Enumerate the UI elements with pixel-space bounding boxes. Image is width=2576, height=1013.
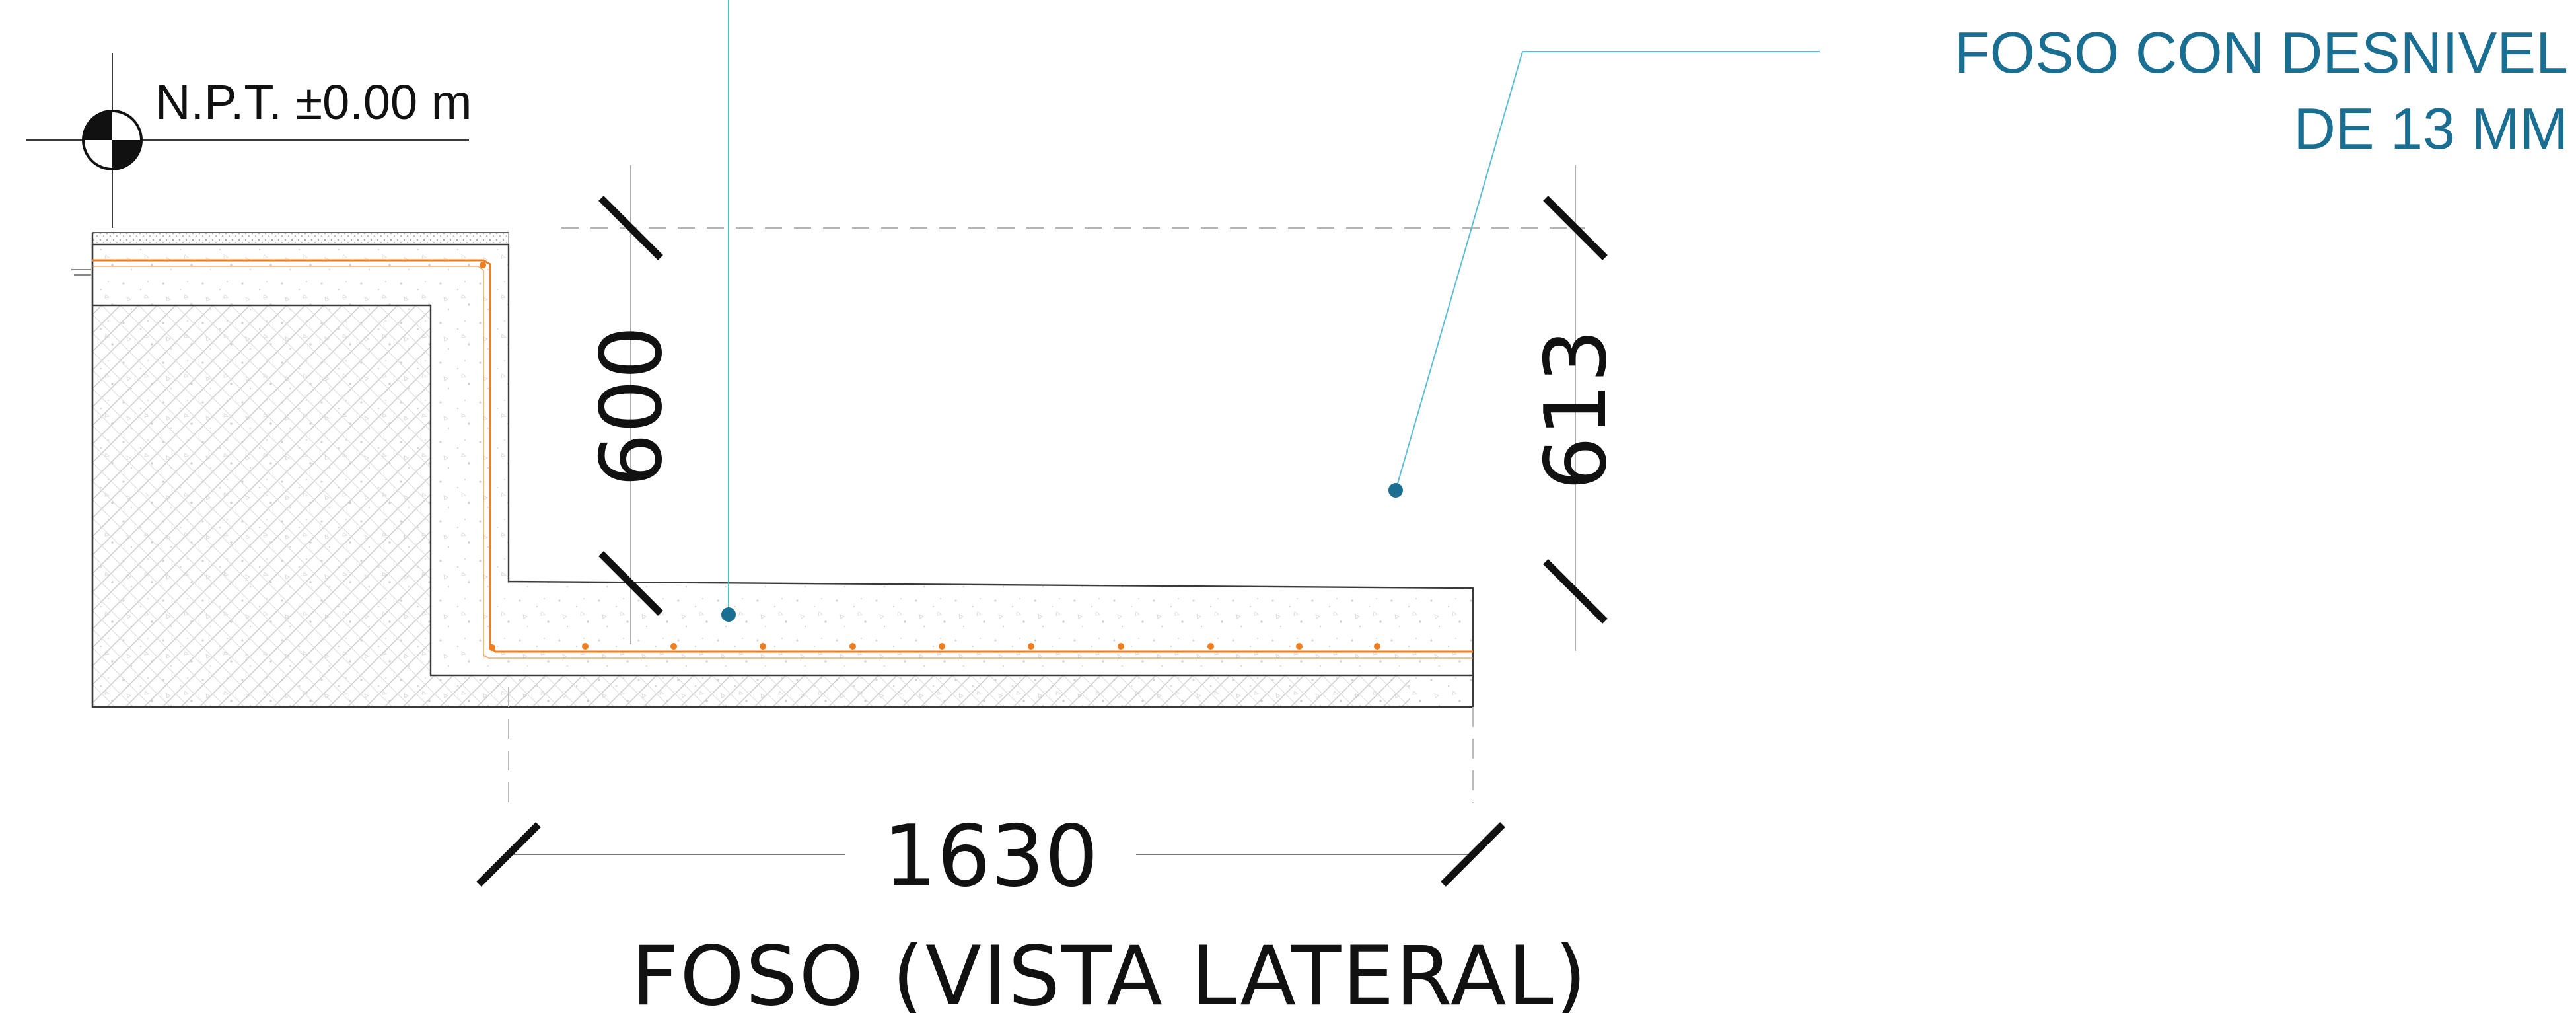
level-label: N.P.T. ±0.00 m: [155, 75, 472, 130]
soil-fill-area: [92, 305, 1410, 707]
concrete-section: [92, 244, 1473, 707]
level-marker: N.P.T. ±0.00 m: [26, 53, 472, 228]
dimension-depth-inner: 600: [583, 165, 681, 644]
rebar-dots: [480, 262, 1380, 651]
leader-lines: [728, 0, 1820, 615]
dimension-depth-total-label: 613: [1527, 329, 1626, 490]
rebar-lines: [92, 259, 1473, 659]
drawing-title: FOSO (VISTA LATERAL): [631, 929, 1588, 1013]
leader-point-2: [1388, 483, 1403, 498]
edge-detail-mark: [71, 269, 91, 276]
dimension-length-label: 1630: [883, 807, 1098, 906]
floor-screed-layer: [92, 232, 509, 245]
callout-line-1: FOSO CON DESNIVEL: [1954, 20, 2568, 85]
section-outlines: [91, 232, 1474, 708]
leader-point-1: [721, 607, 736, 622]
callout-line-2: DE 13 MM: [2293, 96, 2568, 161]
dimension-depth-inner-label: 600: [583, 326, 681, 487]
dimension-depth-total: 613: [1527, 165, 1626, 651]
dimension-length: 1630: [476, 687, 1505, 906]
